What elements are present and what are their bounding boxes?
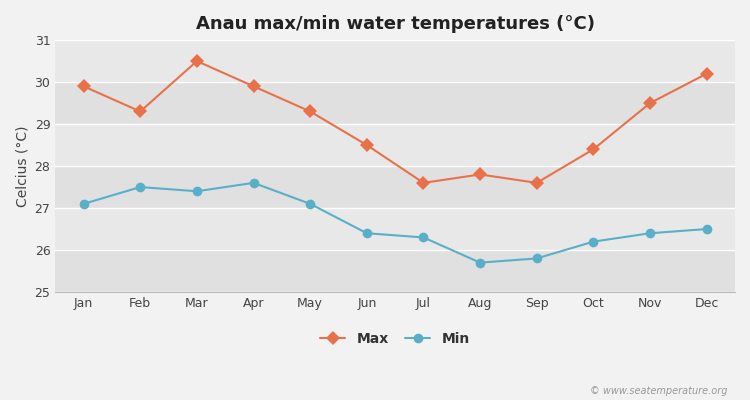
Max	[532, 180, 542, 185]
Max	[249, 84, 258, 89]
Bar	[56, 40, 735, 82]
Min	[589, 239, 598, 244]
Max	[79, 84, 88, 89]
Min	[79, 202, 88, 206]
Max	[306, 109, 315, 114]
Min	[702, 227, 711, 232]
Max	[646, 101, 655, 106]
Bar	[56, 82, 735, 124]
Min	[419, 235, 428, 240]
Legend: Max, Min: Max, Min	[320, 332, 470, 346]
Y-axis label: Celcius (°C): Celcius (°C)	[15, 125, 29, 207]
Min	[362, 231, 371, 236]
Text: © www.seatemperature.org: © www.seatemperature.org	[590, 386, 728, 396]
Max	[193, 59, 202, 64]
Max	[476, 172, 484, 177]
Bar	[56, 166, 735, 208]
Max	[136, 109, 145, 114]
Min	[306, 202, 315, 206]
Min	[136, 185, 145, 190]
Min	[193, 189, 202, 194]
Bar	[56, 250, 735, 292]
Min	[249, 180, 258, 185]
Title: Anau max/min water temperatures (°C): Anau max/min water temperatures (°C)	[196, 15, 595, 33]
Max	[589, 147, 598, 152]
Min	[646, 231, 655, 236]
Max	[702, 71, 711, 76]
Bar	[56, 208, 735, 250]
Max	[362, 143, 371, 148]
Bar	[56, 124, 735, 166]
Min	[532, 256, 542, 261]
Line: Min: Min	[79, 178, 712, 268]
Line: Max: Max	[79, 56, 712, 188]
Min	[476, 260, 484, 265]
Max	[419, 180, 428, 185]
